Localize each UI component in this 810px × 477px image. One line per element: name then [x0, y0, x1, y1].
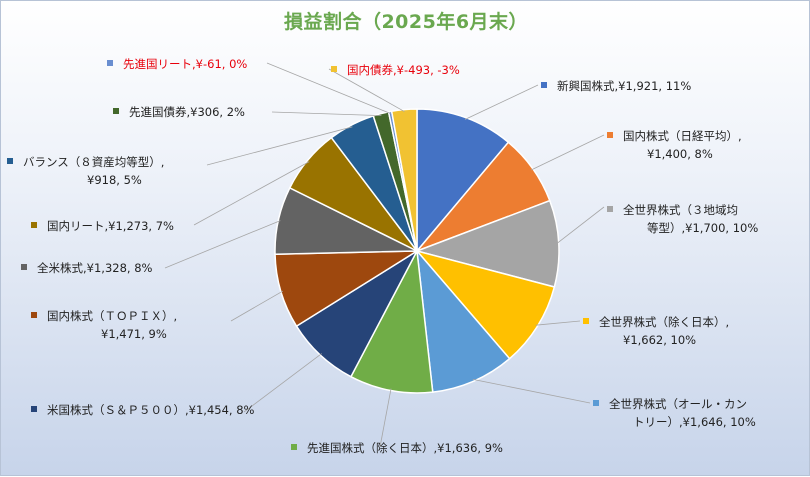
pie-slice — [414, 249, 556, 360]
data-label-text: 新興国株式,¥1,921, 11% — [557, 79, 692, 93]
data-label: 国内債券,¥-493, -3% — [331, 61, 460, 79]
data-label-text: 先進国債券,¥306, 2% — [129, 105, 245, 119]
legend-key-icon — [21, 263, 27, 270]
leader-line — [243, 353, 322, 413]
legend-key-icon — [107, 59, 113, 66]
legend-key-icon — [291, 443, 297, 450]
data-label: 先進国株式（除く日本）,¥1,636, 9% — [291, 439, 503, 457]
legend-key-icon — [31, 221, 37, 228]
leader-line — [535, 320, 581, 326]
data-label-text: ¥918, 5% — [87, 173, 142, 187]
data-label: 全世界株式（オール・カントリー）,¥1,646, 10% — [593, 395, 756, 431]
leader-line — [328, 68, 405, 112]
data-label: 全世界株式（除く日本）, ¥1,662, 10% — [583, 313, 729, 349]
data-label: 国内リート,¥1,273, 7% — [31, 217, 174, 235]
data-label: 全世界株式（３地域均等型）,¥1,700, 10% — [607, 201, 758, 237]
data-label-text: 国内リート,¥1,273, 7% — [47, 219, 174, 233]
data-label-text: バランス（８資産均等型）, — [23, 155, 165, 169]
legend-key-icon — [331, 65, 337, 72]
leader-line — [379, 388, 392, 448]
pie-slice — [390, 108, 418, 252]
data-label-text: ¥1,662, 10% — [623, 333, 697, 347]
legend-key-icon — [113, 107, 119, 114]
leader-line — [530, 134, 605, 171]
legend-key-icon — [607, 131, 613, 138]
leader-line — [164, 220, 281, 269]
data-label-text: 全世界株式（除く日本）, — [599, 315, 730, 329]
leader-line — [193, 161, 310, 226]
leader-line — [271, 111, 382, 117]
data-label-text: 国内株式（日経平均）, — [623, 129, 742, 143]
data-label-text: 先進国リート,¥-61, 0% — [123, 57, 248, 71]
data-label-text: ¥1,471, 9% — [101, 327, 167, 341]
data-label: 全米株式,¥1,328, 8% — [21, 259, 152, 277]
legend-key-icon — [541, 81, 547, 88]
data-label: 新興国株式,¥1,921, 11% — [541, 77, 691, 95]
data-label-text: 国内債券,¥-493, -3% — [347, 63, 460, 77]
data-label-text: 全米株式,¥1,328, 8% — [37, 261, 153, 275]
data-label-text: 全世界株式（オール・カン — [609, 397, 747, 411]
leader-line — [266, 62, 391, 114]
data-label-text: 米国株式（Ｓ＆Ｐ５００）,¥1,454, 8% — [47, 403, 255, 417]
data-label-text: ¥1,400, 8% — [647, 147, 713, 161]
data-label: バランス（８資産均等型）, ¥918, 5% — [7, 153, 164, 189]
data-label: 国内株式（ＴＯＰＩＸ）, ¥1,471, 9% — [31, 307, 177, 343]
data-label-text: トリー）,¥1,646, 10% — [633, 415, 756, 429]
legend-key-icon — [31, 405, 37, 412]
data-label-text: 全世界株式（３地域均 — [623, 203, 738, 217]
leader-line — [206, 126, 353, 166]
pie-slice — [414, 199, 560, 288]
data-label: 米国株式（Ｓ＆Ｐ５００）,¥1,454, 8% — [31, 401, 254, 419]
legend-key-icon — [607, 205, 613, 212]
pie-slice — [416, 108, 510, 254]
data-label-text: 等型）,¥1,700, 10% — [647, 221, 759, 235]
data-label: 先進国債券,¥306, 2% — [113, 103, 245, 121]
chart-title: 損益割合（2025年6月末） — [283, 11, 529, 33]
leader-line — [230, 290, 284, 322]
pie-slice — [415, 248, 511, 393]
data-label-text: 先進国株式（除く日本）,¥1,636, 9% — [307, 441, 503, 455]
legend-key-icon — [583, 317, 589, 324]
leader-line — [464, 84, 539, 120]
legend-key-icon — [7, 157, 13, 164]
leader-line — [556, 206, 605, 244]
legend-key-icon — [31, 311, 37, 318]
leader-line — [472, 378, 591, 404]
legend-key-icon — [593, 399, 599, 406]
data-label-text: 国内株式（ＴＯＰＩＸ）, — [47, 309, 178, 323]
data-label: 先進国リート,¥-61, 0% — [107, 55, 247, 73]
data-label: 国内株式（日経平均）, ¥1,400, 8% — [607, 127, 742, 163]
